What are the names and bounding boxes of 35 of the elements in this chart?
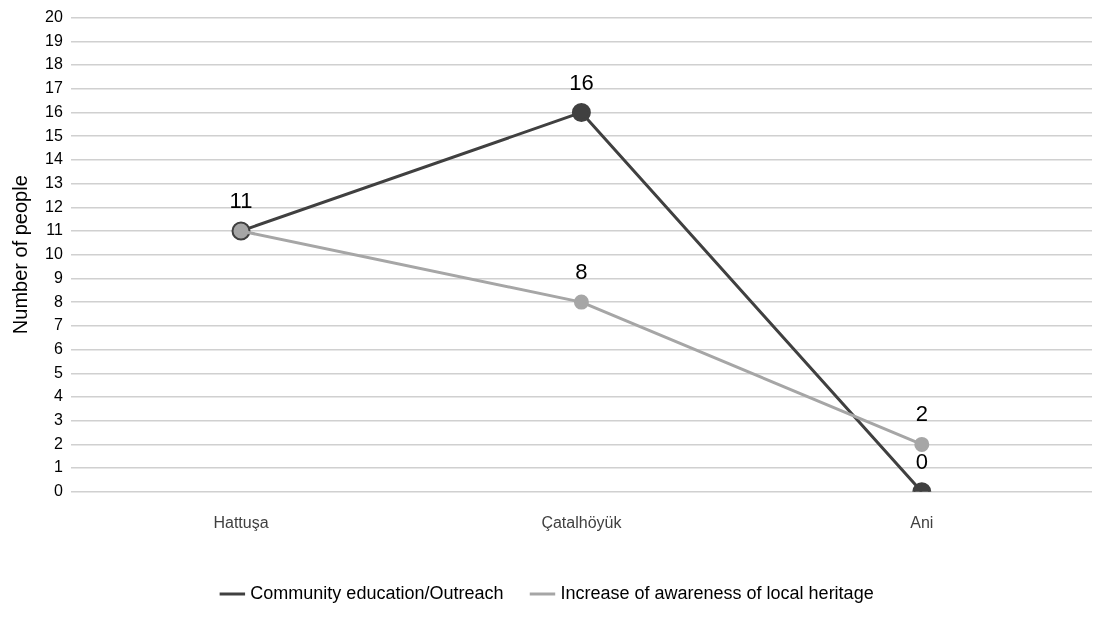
y-tick-label: 8 xyxy=(53,292,63,310)
y-tick-label: 7 xyxy=(53,316,63,334)
y-tick-label: 19 xyxy=(45,31,63,49)
x-tick-label: Hattuşa xyxy=(213,513,269,531)
data-label: 2 xyxy=(915,401,928,427)
data-label: 0 xyxy=(915,448,928,474)
y-tick-label: 14 xyxy=(45,150,63,168)
y-tick-label: 13 xyxy=(45,173,63,191)
x-tick-label: Çatalhöyük xyxy=(541,513,623,531)
y-tick-label: 17 xyxy=(45,79,63,97)
point xyxy=(571,102,591,122)
y-tick-label: 9 xyxy=(53,268,63,286)
y-tick-label: 5 xyxy=(53,363,63,381)
y-tick-label: 18 xyxy=(45,55,63,73)
legend-label: Community education/Outreach xyxy=(250,582,504,603)
y-tick-label: 4 xyxy=(53,387,63,405)
y-tick-label: 2 xyxy=(53,434,63,452)
y-tick-label: 0 xyxy=(53,482,63,500)
point xyxy=(914,436,930,452)
data-label: 16 xyxy=(569,69,594,95)
y-tick-label: 15 xyxy=(45,126,63,144)
y-tick-label: 16 xyxy=(45,102,63,120)
y-tick-label: 10 xyxy=(45,245,63,263)
y-tick-label: 11 xyxy=(46,221,63,239)
data-label: 11 xyxy=(229,188,253,214)
y-tick-label: 20 xyxy=(45,8,63,26)
y-tick-label: 6 xyxy=(53,339,63,357)
y-tick-label: 1 xyxy=(53,458,63,476)
data-label: 8 xyxy=(575,259,588,285)
x-tick-label: Ani xyxy=(910,513,934,531)
legend-label: Increase of awareness of local heritage xyxy=(560,582,874,603)
y-axis-title: Number of people xyxy=(8,175,31,335)
y-tick-label: 12 xyxy=(45,197,63,215)
y-tick-label: 3 xyxy=(53,411,63,429)
point xyxy=(573,294,589,310)
